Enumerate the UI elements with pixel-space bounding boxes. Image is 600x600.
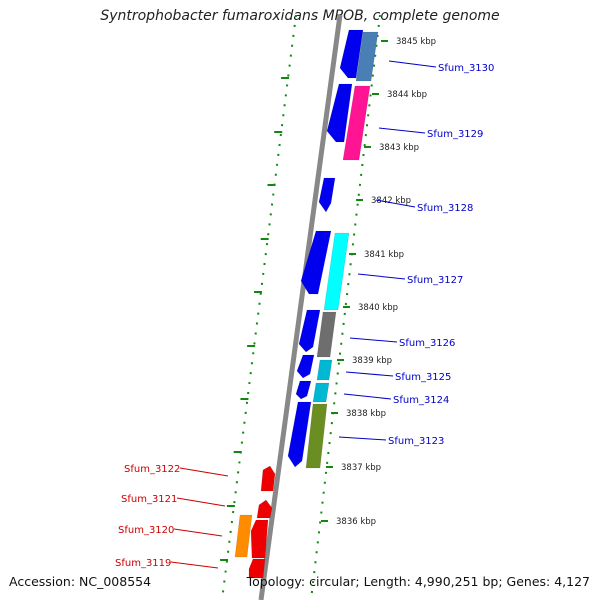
gene-cog-steelblue bbox=[355, 31, 379, 82]
ruler-label-3: 3842 kbp bbox=[371, 196, 411, 206]
ruler-label-5: 3840 kbp bbox=[358, 303, 398, 313]
gene-blue-8 bbox=[287, 401, 312, 468]
gene-label-right-7: Sfum_3123 bbox=[388, 436, 444, 447]
gene-blue-1 bbox=[339, 29, 364, 79]
ruler-label-9: 3836 kbp bbox=[336, 517, 376, 527]
right-leader-1 bbox=[378, 127, 426, 134]
right-leader-4 bbox=[349, 337, 398, 343]
gene-red-1 bbox=[260, 465, 276, 492]
outer-dotted-tracks bbox=[221, 14, 381, 600]
gene-cog-orange bbox=[234, 514, 253, 558]
ruler-label-7: 3838 kbp bbox=[346, 409, 386, 419]
gene-blue-7 bbox=[295, 380, 312, 400]
left-leader-0 bbox=[179, 467, 229, 477]
gene-cog-teal-2 bbox=[312, 382, 330, 403]
gene-blue-5 bbox=[298, 309, 321, 353]
right-dotted-track bbox=[310, 14, 381, 600]
ruler-label-2: 3843 kbp bbox=[379, 143, 419, 153]
right-leader-7 bbox=[338, 436, 387, 441]
right-leader-3 bbox=[357, 273, 406, 280]
left-leader-3 bbox=[170, 561, 219, 569]
gene-label-left-1: Sfum_3121 bbox=[121, 494, 177, 505]
right-leader-6 bbox=[343, 393, 392, 400]
left-tick-marks bbox=[220, 77, 290, 561]
ruler: 3845 kbp 3844 kbp 3843 kbp 3842 kbp 3841 kbp… bbox=[321, 37, 436, 527]
gene-cog-olive bbox=[305, 403, 328, 469]
left-leader-1 bbox=[176, 497, 226, 507]
genome-backbone bbox=[258, 14, 343, 600]
left-dotted-track bbox=[221, 14, 297, 600]
label-leader-lines bbox=[170, 60, 437, 569]
gene-cog-teal-1 bbox=[316, 359, 333, 381]
gene-blue-2 bbox=[326, 83, 353, 143]
gene-label-left-3: Sfum_3119 bbox=[115, 558, 171, 569]
genome-title: Syntrophobacter fumaroxidans MPOB, compl… bbox=[100, 8, 500, 24]
right-leader-5 bbox=[345, 371, 394, 377]
gene-label-right-6: Sfum_3124 bbox=[393, 395, 449, 406]
gene-red-4 bbox=[248, 558, 266, 579]
ruler-label-8: 3837 kbp bbox=[341, 463, 381, 473]
right-leader-0 bbox=[388, 60, 437, 68]
ruler-label-0: 3845 kbp bbox=[396, 37, 436, 47]
gene-cog-pink bbox=[342, 85, 371, 161]
gene-cog-gray bbox=[316, 311, 337, 358]
gene-label-right-3: Sfum_3127 bbox=[407, 275, 463, 286]
gene-label-left-2: Sfum_3120 bbox=[118, 525, 174, 536]
ruler-label-6: 3839 kbp bbox=[352, 356, 392, 366]
gene-blue-4 bbox=[300, 230, 332, 295]
gene-red-2 bbox=[256, 499, 273, 519]
gene-label-right-5: Sfum_3125 bbox=[395, 372, 451, 383]
gene-label-left-0: Sfum_3122 bbox=[124, 464, 180, 475]
gene-blue-6 bbox=[296, 354, 315, 379]
accession-text: Accession: NC_008554 bbox=[9, 574, 152, 589]
topology-summary: Topology: circular; Length: 4,990,251 bp… bbox=[246, 574, 590, 589]
gene-label-right-0: Sfum_3130 bbox=[438, 63, 494, 74]
gene-cog-cyan bbox=[323, 232, 350, 311]
gene-blue-3 bbox=[318, 177, 336, 213]
ruler-label-1: 3844 kbp bbox=[387, 90, 427, 100]
left-leader-2 bbox=[173, 528, 223, 537]
gene-red-3 bbox=[250, 519, 269, 559]
gene-features bbox=[234, 29, 379, 579]
gene-label-right-2: Sfum_3128 bbox=[417, 203, 473, 214]
gene-label-right-4: Sfum_3126 bbox=[399, 338, 455, 349]
right-leader-2 bbox=[375, 199, 416, 208]
ruler-label-4: 3841 kbp bbox=[364, 250, 404, 260]
gene-labels: Sfum_3130 Sfum_3129 Sfum_3128 Sfum_3127 Sfum… bbox=[115, 63, 494, 569]
gene-label-right-1: Sfum_3129 bbox=[427, 129, 483, 140]
